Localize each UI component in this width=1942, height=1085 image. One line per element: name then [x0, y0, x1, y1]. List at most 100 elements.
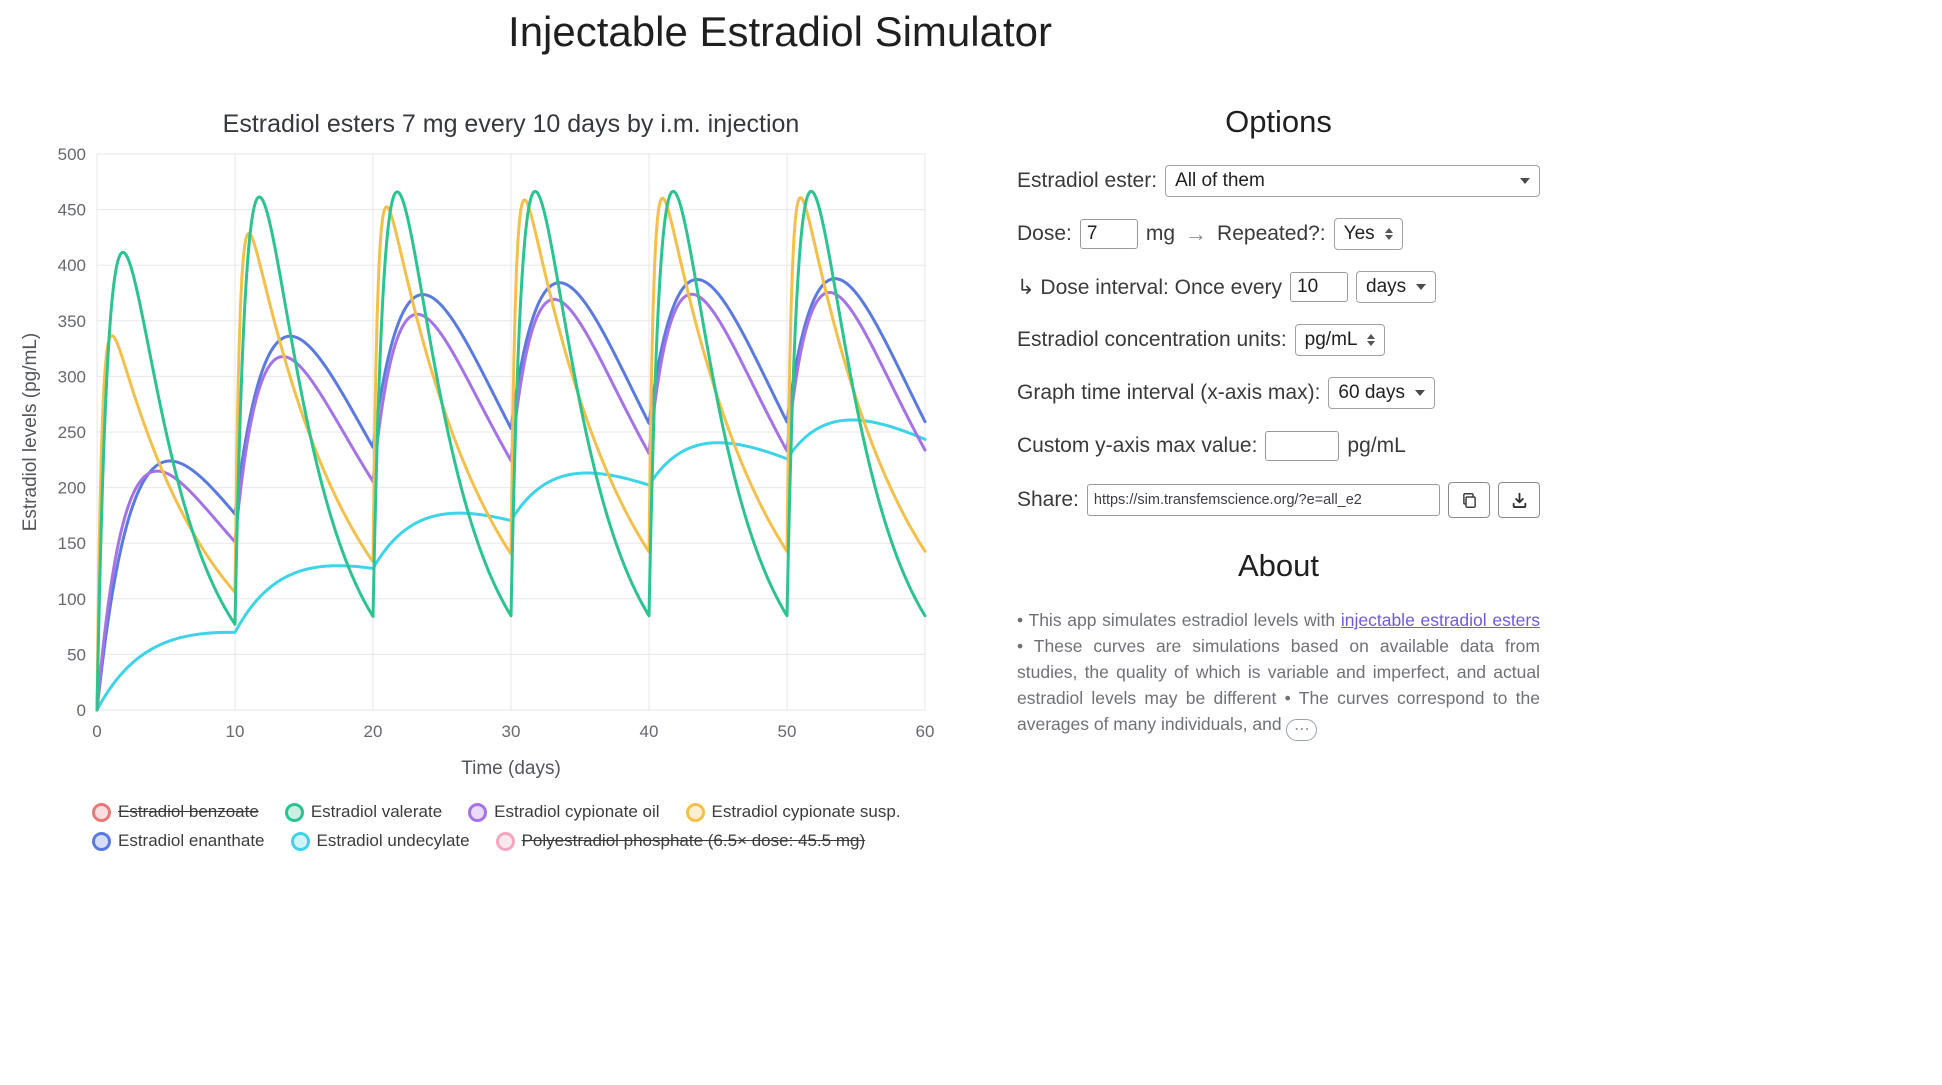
chevron-down-icon — [1416, 284, 1427, 290]
option-row-interval: ↳ Dose interval: Once every days — [1017, 270, 1540, 304]
page-title: Injectable Estradiol Simulator — [508, 8, 1052, 55]
option-row-share: Share: — [1017, 482, 1540, 518]
copy-icon — [1462, 492, 1476, 508]
svg-text:250: 250 — [58, 423, 86, 442]
time-interval-value: 60 days — [1338, 382, 1405, 403]
repeated-label: Repeated?: — [1217, 222, 1326, 245]
about-text-before-link: • This app simulates estradiol levels wi… — [1017, 610, 1341, 630]
time-interval-label: Graph time interval (x-axis max): — [1017, 381, 1321, 404]
legend-marker-icon — [290, 831, 310, 851]
svg-text:400: 400 — [58, 256, 86, 275]
legend-marker-icon — [468, 802, 488, 822]
legend-label: Estradiol enanthate — [118, 831, 265, 850]
legend-label: Estradiol cypionate oil — [494, 802, 660, 821]
dose-unit-label: mg — [1145, 222, 1176, 245]
legend-item-estradiol-cypionate-susp[interactable]: Estradiol cypionate susp. — [685, 802, 901, 822]
ymax-input[interactable] — [1265, 431, 1340, 461]
repeated-select-value: Yes — [1343, 223, 1375, 244]
axis-tick-labels: 0 10 20 30 40 50 60 0 50 100 150 200 250 300 350 400 450… — [58, 145, 935, 741]
svg-text:10: 10 — [226, 722, 245, 741]
repeated-select[interactable]: Yes — [1333, 218, 1403, 250]
svg-text:50: 50 — [67, 645, 86, 664]
svg-text:450: 450 — [58, 201, 86, 220]
option-row-ymax: Custom y-axis max value: pg/mL — [1017, 429, 1540, 463]
ymax-label: Custom y-axis max value: — [1017, 434, 1258, 457]
interval-unit-value: days — [1366, 276, 1407, 297]
dose-input[interactable] — [1079, 219, 1138, 249]
ymax-unit-label: pg/mL — [1347, 434, 1406, 457]
share-label: Share: — [1017, 488, 1079, 511]
option-row-ester: Estradiol ester: All of them — [1017, 164, 1540, 198]
svg-text:30: 30 — [502, 722, 521, 741]
about-text-after-link: • These curves are simulations based on … — [1017, 635, 1540, 734]
legend-marker-icon — [284, 802, 304, 822]
legend-item-estradiol-undecylate[interactable]: Estradiol undecylate — [290, 831, 470, 851]
svg-text:300: 300 — [58, 367, 86, 386]
svg-text:150: 150 — [58, 534, 86, 553]
legend-marker-icon — [495, 831, 515, 851]
legend-item-polyestradiol-phosphate-6-5-dose-45-5-mg[interactable]: Polyestradiol phosphate (6.5× dose: 45.5… — [495, 831, 866, 851]
ester-select[interactable]: All of them — [1165, 165, 1540, 197]
interval-unit-select[interactable]: days — [1356, 271, 1437, 303]
svg-text:350: 350 — [58, 312, 86, 331]
simulation-chart[interactable]: 0 10 20 30 40 50 60 0 50 100 150 200 250 300 350 400 450… — [20, 98, 940, 798]
y-axis-title: Estradiol levels (pg/mL) — [20, 333, 41, 532]
expand-about-button[interactable]: ⋯ — [1286, 718, 1318, 741]
svg-text:40: 40 — [640, 722, 659, 741]
interval-input[interactable] — [1290, 272, 1349, 302]
options-panel: Options Estradiol ester: All of them Dos… — [1017, 104, 1540, 741]
svg-text:20: 20 — [364, 722, 383, 741]
about-text: • This app simulates estradiol levels wi… — [1017, 608, 1540, 741]
legend-item-estradiol-enanthate[interactable]: Estradiol enanthate — [92, 831, 265, 851]
right-arrow-icon: → — [1185, 221, 1208, 246]
interval-label: ↳ Dose interval: Once every — [1017, 275, 1283, 299]
injectable-esters-link[interactable]: injectable estradiol esters — [1340, 610, 1540, 630]
legend-row: Estradiol enanthate Estradiol undecylate P… — [92, 831, 912, 851]
option-row-units: Estradiol concentration units: pg/mL — [1017, 323, 1540, 357]
svg-text:200: 200 — [58, 479, 86, 498]
chart-legend: Estradiol benzoate Estradiol valerate Estr… — [92, 802, 912, 860]
ester-select-value: All of them — [1175, 170, 1265, 191]
chart-title: Estradiol esters 7 mg every 10 days by i… — [223, 110, 800, 138]
dose-label: Dose: — [1017, 222, 1072, 245]
legend-item-estradiol-cypionate-oil[interactable]: Estradiol cypionate oil — [468, 802, 660, 822]
series-line-estradiol-valerate — [95, 189, 927, 712]
legend-item-estradiol-valerate[interactable]: Estradiol valerate — [284, 802, 443, 822]
download-button[interactable] — [1498, 482, 1540, 518]
ester-label: Estradiol ester: — [1017, 169, 1158, 192]
chart-area: 0 10 20 30 40 50 60 0 50 100 150 200 250 300 350 400 450… — [20, 98, 940, 798]
x-axis-title: Time (days) — [461, 758, 561, 779]
svg-text:100: 100 — [58, 590, 86, 609]
units-label: Estradiol concentration units: — [1017, 328, 1287, 351]
legend-marker-icon — [92, 831, 111, 851]
stepper-icon — [1385, 228, 1393, 240]
chevron-down-icon — [1520, 178, 1530, 184]
legend-label: Polyestradiol phosphate (6.5× dose: 45.5… — [521, 831, 866, 850]
option-row-dose: Dose: mg → Repeated?: Yes — [1017, 217, 1540, 251]
stepper-icon — [1367, 334, 1375, 346]
legend-label: Estradiol benzoate — [118, 802, 259, 821]
svg-text:60: 60 — [916, 722, 935, 741]
legend-marker-icon — [92, 802, 111, 822]
svg-text:0: 0 — [77, 701, 86, 720]
units-select-value: pg/mL — [1304, 329, 1358, 350]
about-heading: About — [1237, 548, 1319, 583]
time-interval-select[interactable]: 60 days — [1328, 377, 1435, 409]
share-url-input[interactable] — [1086, 484, 1440, 516]
svg-text:50: 50 — [778, 722, 797, 741]
legend-item-estradiol-benzoate[interactable]: Estradiol benzoate — [92, 802, 259, 822]
copy-share-link-button[interactable] — [1448, 482, 1490, 518]
legend-label: Estradiol valerate — [310, 802, 443, 821]
download-icon — [1512, 492, 1526, 508]
chevron-down-icon — [1414, 390, 1425, 396]
svg-text:500: 500 — [58, 145, 86, 164]
legend-marker-icon — [685, 802, 705, 822]
legend-row: Estradiol benzoate Estradiol valerate Estr… — [92, 802, 912, 822]
units-select[interactable]: pg/mL — [1294, 324, 1386, 356]
svg-text:0: 0 — [92, 722, 101, 741]
legend-label: Estradiol undecylate — [316, 831, 470, 850]
options-heading: Options — [1225, 104, 1332, 139]
option-row-time-interval: Graph time interval (x-axis max): 60 day… — [1017, 376, 1540, 410]
series-lines — [95, 189, 927, 712]
